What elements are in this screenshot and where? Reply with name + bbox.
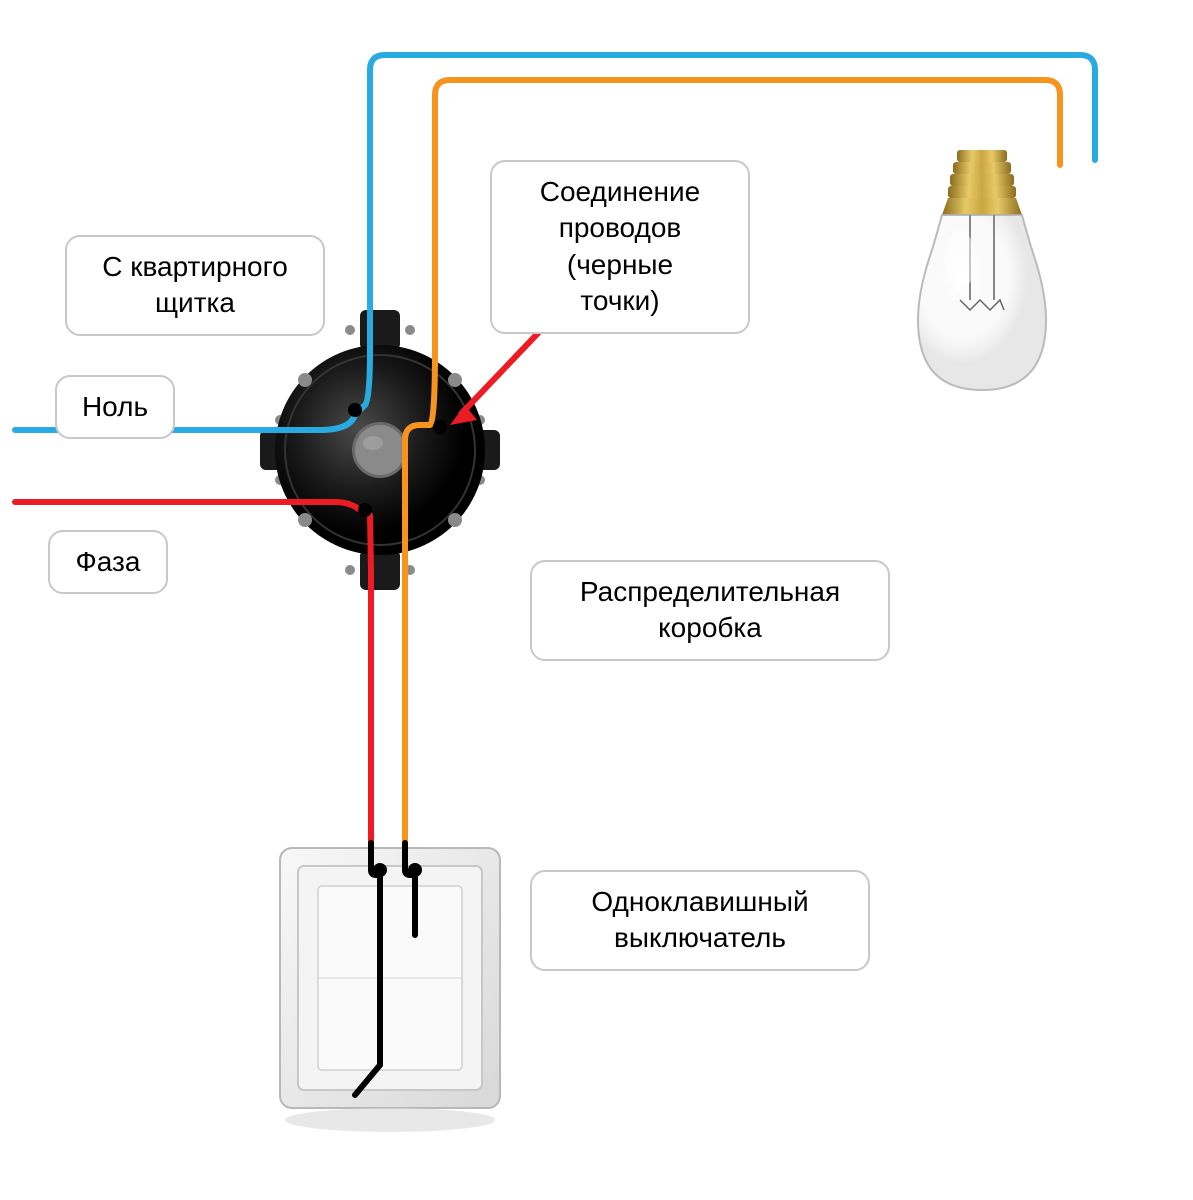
label-panel-line2: щитка — [155, 287, 235, 318]
label-junction-line2: коробка — [658, 612, 762, 643]
label-panel: С квартирного щитка — [65, 235, 325, 336]
label-neutral-text: Ноль — [82, 391, 148, 422]
label-connections: Соединение проводов (черные точки) — [490, 160, 750, 334]
label-phase-text: Фаза — [76, 546, 141, 577]
label-switch: Одноклавишный выключатель — [530, 870, 870, 971]
label-connections-line1: Соединение — [540, 176, 700, 207]
label-connections-line3: (черные — [567, 249, 673, 280]
switch-icon — [280, 848, 500, 1132]
junction-box-icon — [260, 310, 500, 590]
light-bulb-icon — [918, 150, 1046, 390]
label-phase: Фаза — [48, 530, 168, 594]
label-junction-line1: Распределительная — [580, 576, 840, 607]
label-connections-line2: проводов — [559, 212, 682, 243]
label-junction-box: Распределительная коробка — [530, 560, 890, 661]
diagram-canvas: С квартирного щитка Ноль Фаза Соединение… — [0, 0, 1193, 1200]
label-neutral: Ноль — [55, 375, 175, 439]
label-connections-line4: точки) — [580, 285, 659, 316]
label-switch-line1: Одноклавишный — [591, 886, 808, 917]
label-switch-line2: выключатель — [614, 922, 786, 953]
label-panel-line1: С квартирного — [102, 251, 288, 282]
